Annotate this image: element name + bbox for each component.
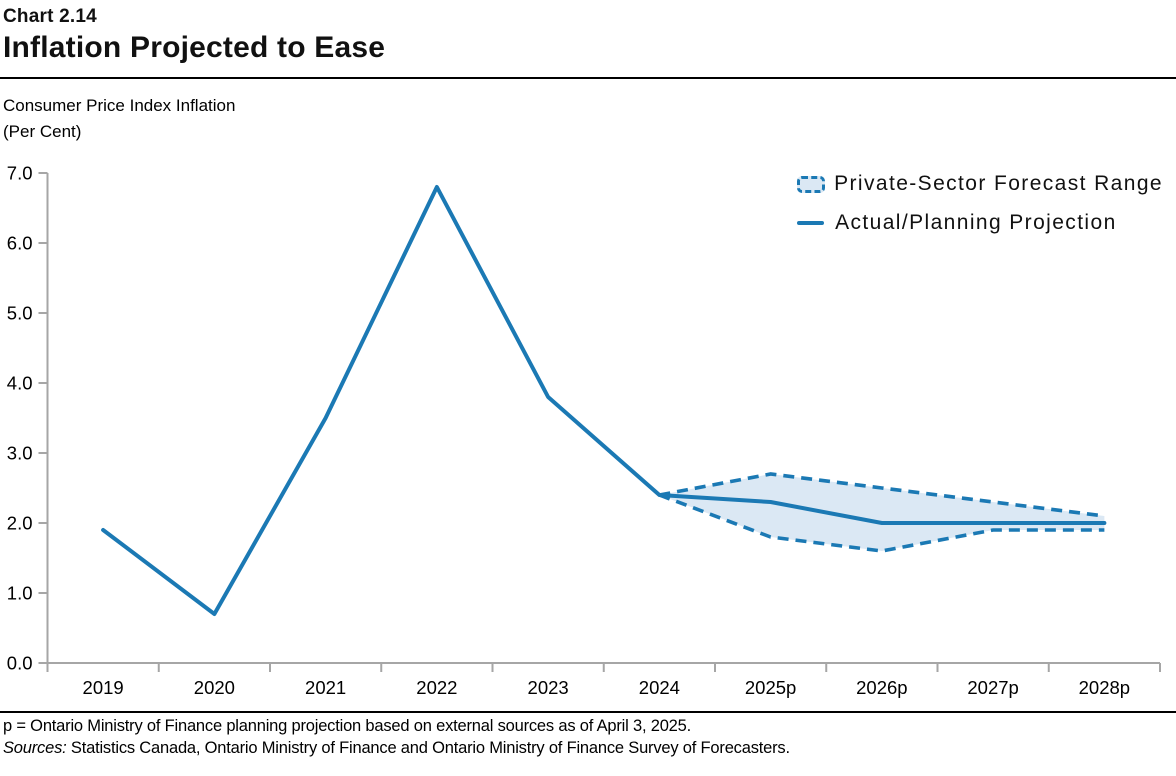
sources-label: Sources:	[3, 739, 67, 757]
legend-item-forecast-range: Private-Sector Forecast Range	[797, 172, 1163, 196]
svg-text:2019: 2019	[83, 677, 124, 698]
footnote: p = Ontario Ministry of Finance planning…	[3, 717, 692, 735]
y-axis-title: Consumer Price Index Inflation	[3, 96, 236, 115]
forecast-band	[659, 474, 1105, 551]
svg-text:4.0: 4.0	[7, 373, 33, 394]
axes	[46, 173, 1160, 664]
svg-text:0.0: 0.0	[7, 653, 33, 674]
forecast-range-swatch-icon	[797, 175, 826, 193]
svg-text:2020: 2020	[194, 677, 235, 698]
legend-item-projection: Actual/Planning Projection	[797, 211, 1163, 235]
y-axis-ticks: 0.0 1.0 2.0 3.0 4.0 5.0 6.0 7.0	[7, 163, 48, 674]
svg-text:7.0: 7.0	[7, 163, 33, 184]
svg-text:2026p: 2026p	[856, 677, 907, 698]
chart-legend: Private-Sector Forecast Range Actual/Pla…	[797, 172, 1163, 235]
svg-text:3.0: 3.0	[7, 443, 33, 464]
sources-text: Statistics Canada, Ontario Ministry of F…	[66, 739, 790, 757]
svg-text:1.0: 1.0	[7, 583, 33, 604]
svg-text:2.0: 2.0	[7, 513, 33, 534]
svg-text:2023: 2023	[528, 677, 569, 698]
projection-line-swatch-icon	[797, 221, 825, 225]
svg-text:2027p: 2027p	[967, 677, 1018, 698]
chart-header: Chart 2.14 Inflation Projected to Ease	[3, 6, 385, 65]
svg-text:2021: 2021	[305, 677, 346, 698]
svg-text:5.0: 5.0	[7, 303, 33, 324]
projection-line	[101, 185, 1107, 616]
svg-text:2025p: 2025p	[745, 677, 796, 698]
svg-text:2028p: 2028p	[1079, 677, 1130, 698]
legend-label-forecast-range: Private-Sector Forecast Range	[834, 172, 1163, 195]
sources-line: Sources: Statistics Canada, Ontario Mini…	[3, 739, 790, 758]
svg-text:2024: 2024	[639, 677, 680, 698]
legend-label-projection: Actual/Planning Projection	[835, 211, 1117, 234]
y-axis-units: (Per Cent)	[3, 122, 82, 141]
svg-text:6.0: 6.0	[7, 233, 33, 254]
chart-number: Chart 2.14	[3, 6, 97, 27]
svg-text:2022: 2022	[416, 677, 457, 698]
page-title: Inflation Projected to Ease	[3, 31, 386, 64]
forecast-band-borders	[658, 472, 1105, 553]
x-axis-ticks: 2019 2020 2021 2022 2023 2024 2025p 2026p 2027p 2…	[46, 663, 1161, 698]
footer-divider	[0, 711, 1176, 713]
title-divider	[0, 77, 1176, 79]
